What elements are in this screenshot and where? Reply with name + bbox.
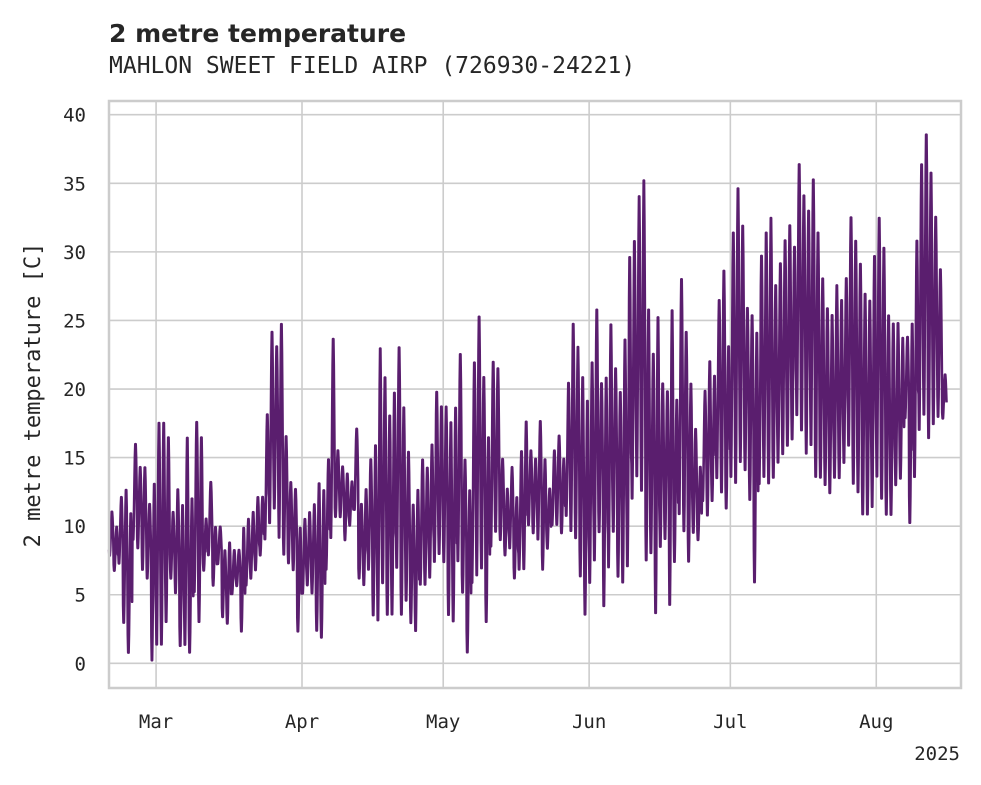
x-tick-label: Jun (572, 711, 606, 733)
plot-frame (107, 99, 963, 690)
y-tick-label: 35 (63, 173, 86, 195)
x-offset-label: 2025 (914, 743, 960, 765)
x-tick-label: Aug (859, 711, 893, 733)
y-tick-label: 10 (63, 516, 86, 538)
x-tick-label: May (426, 711, 460, 733)
y-tick-label: 20 (63, 379, 86, 401)
chart-subtitle: MAHLON SWEET FIELD AIRP (726930-24221) (109, 53, 635, 79)
x-axis: Mar Apr May Jun Jul Aug (139, 711, 894, 733)
series-layer (107, 133, 948, 662)
y-axis-label: 2 metre temperature [C] (21, 243, 46, 548)
y-tick-label: 5 (75, 585, 86, 607)
x-tick-label: Mar (139, 711, 173, 733)
x-tick-label: Jul (713, 711, 747, 733)
y-tick-label: 15 (63, 448, 86, 470)
y-tick-label: 30 (63, 242, 86, 264)
temperature-series-line (107, 133, 948, 662)
y-tick-label: 40 (63, 105, 86, 127)
y-tick-label: 0 (75, 653, 86, 675)
chart-title: 2 metre temperature (109, 19, 406, 48)
y-tick-label: 25 (63, 310, 86, 332)
y-axis: 0 5 10 15 20 25 30 35 40 (63, 105, 86, 676)
x-tick-label: Apr (285, 711, 319, 733)
